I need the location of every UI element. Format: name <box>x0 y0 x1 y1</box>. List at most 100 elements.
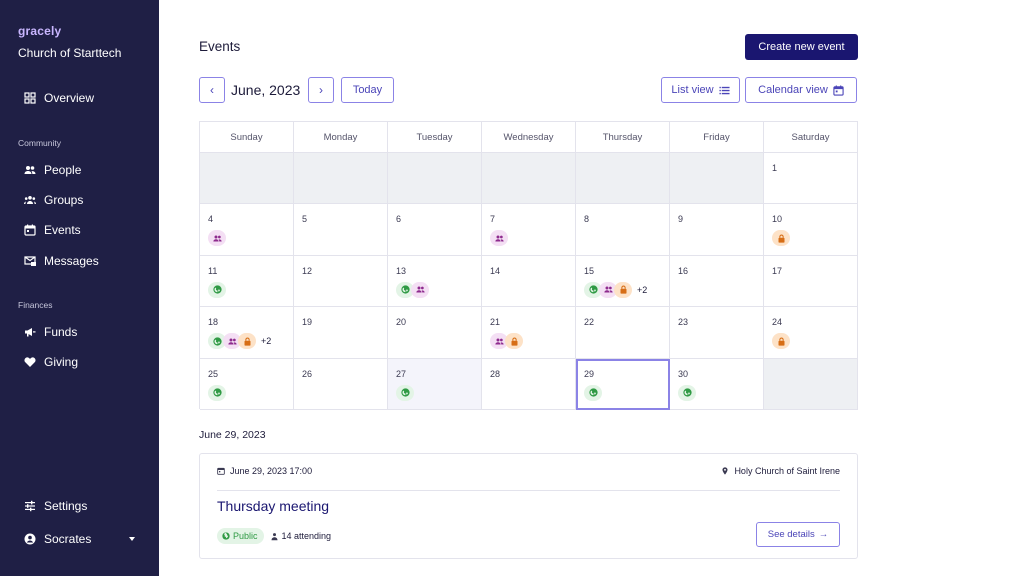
list-view-button[interactable]: List view <box>661 77 740 103</box>
create-event-button[interactable]: Create new event <box>745 34 858 60</box>
calendar-day-cell[interactable]: 9 <box>670 204 764 256</box>
calendar-day-cell[interactable]: 10 <box>764 204 858 256</box>
calendar-day-cell[interactable]: 28 <box>482 358 576 410</box>
sidebar-item-overview[interactable]: Overview <box>24 88 94 108</box>
sidebar-item-settings[interactable]: Settings <box>24 496 87 516</box>
page-title: Events <box>199 39 241 54</box>
sidebar-item-groups[interactable]: Groups <box>24 190 83 210</box>
calendar-day-cell[interactable]: 25 <box>200 358 294 410</box>
day-number: 21 <box>490 317 501 328</box>
group-icon[interactable] <box>490 333 508 350</box>
group-icon[interactable] <box>208 230 226 247</box>
weekday-header: Wednesday <box>482 122 576 153</box>
calendar-day-cell[interactable]: 23 <box>670 307 764 359</box>
day-number: 27 <box>396 368 407 379</box>
calendar-day-cell[interactable]: 7 <box>482 204 576 256</box>
group-icon[interactable] <box>599 281 617 298</box>
globe-icon[interactable] <box>396 281 414 298</box>
globe-icon[interactable] <box>208 281 226 298</box>
day-number: 4 <box>208 214 214 225</box>
calendar-day-cell[interactable]: 20 <box>388 307 482 359</box>
weekday-header: Saturday <box>764 122 858 153</box>
day-number: 10 <box>772 214 783 225</box>
calendar-view-label: Calendar view <box>758 84 828 96</box>
globe-icon[interactable] <box>396 384 414 401</box>
heart-icon <box>24 356 36 368</box>
group-icon[interactable] <box>411 281 429 298</box>
sidebar-item-label: Groups <box>44 193 84 207</box>
lock-icon[interactable] <box>614 281 632 298</box>
brand-logo-text[interactable]: gracely <box>18 24 62 38</box>
today-label: Today <box>352 84 383 96</box>
messages-icon <box>24 255 36 267</box>
globe-icon[interactable] <box>584 281 602 298</box>
calendar-view-button[interactable]: Calendar view <box>745 77 857 103</box>
today-button[interactable]: Today <box>341 77 394 103</box>
arrow-right-icon: → <box>818 529 829 540</box>
calendar-day-cell[interactable]: 19 <box>294 307 388 359</box>
calendar-day-cell[interactable]: 29 <box>576 358 670 410</box>
weekday-header: Sunday <box>200 122 294 153</box>
sidebar-item-people[interactable]: People <box>24 160 81 180</box>
calendar-day-cell[interactable]: 16 <box>670 255 764 308</box>
calendar-day-cell[interactable]: 21 <box>482 307 576 359</box>
calendar-day-cell[interactable]: 17 <box>764 255 858 308</box>
calendar-day-cell[interactable]: 13 <box>388 255 482 308</box>
visibility-label: Public <box>233 531 258 541</box>
day-number: 11 <box>208 265 218 276</box>
event-location-text: Holy Church of Saint Irene <box>734 466 840 476</box>
more-events-count[interactable]: +2 <box>637 284 648 295</box>
lock-icon[interactable] <box>238 333 256 350</box>
calendar-day-cell[interactable]: 15 +2 <box>576 255 670 308</box>
grid-icon <box>24 92 36 104</box>
day-number: 13 <box>396 265 407 276</box>
group-icon[interactable] <box>490 230 508 247</box>
lock-icon[interactable] <box>505 333 523 350</box>
lock-icon[interactable] <box>772 230 790 247</box>
event-chips <box>772 333 793 350</box>
calendar-day-cell[interactable]: 30 <box>670 358 764 410</box>
sidebar-item-events[interactable]: Events <box>24 220 81 240</box>
lock-icon[interactable] <box>772 333 790 350</box>
day-number: 17 <box>772 265 783 276</box>
group-icon[interactable] <box>223 333 241 350</box>
calendar-day-cell[interactable]: 18 +2 <box>200 307 294 359</box>
event-title[interactable]: Thursday meeting <box>217 498 330 514</box>
day-number: 28 <box>490 368 501 379</box>
calendar-day-cell[interactable]: 11 <box>200 255 294 308</box>
calendar-day-cell[interactable]: 1 <box>764 153 858 205</box>
calendar-day-cell[interactable]: 4 <box>200 204 294 256</box>
calendar-day-cell[interactable]: 5 <box>294 204 388 256</box>
globe-icon[interactable] <box>584 384 602 401</box>
calendar-day-cell[interactable]: 26 <box>294 358 388 410</box>
sidebar-item-label: Settings <box>44 499 88 513</box>
day-number: 22 <box>584 317 595 328</box>
globe-icon[interactable] <box>678 384 696 401</box>
more-events-count[interactable]: +2 <box>261 336 272 347</box>
calendar-cell-empty <box>482 153 576 205</box>
sidebar-item-funds[interactable]: Funds <box>24 322 77 342</box>
calendar-day-cell[interactable]: 22 <box>576 307 670 359</box>
next-month-button[interactable]: › <box>308 77 334 103</box>
calendar-day-cell[interactable]: 8 <box>576 204 670 256</box>
globe-icon[interactable] <box>208 384 226 401</box>
sidebar-item-label: People <box>44 163 82 177</box>
sidebar-item-giving[interactable]: Giving <box>24 352 78 372</box>
section-label-finances: Finances <box>18 300 53 310</box>
calendar-day-cell[interactable]: 24 <box>764 307 858 359</box>
see-details-button[interactable]: See details → <box>756 522 840 547</box>
calendar-day-cell[interactable]: 14 <box>482 255 576 308</box>
sidebar-item-messages[interactable]: Messages <box>24 251 99 271</box>
chevron-left-icon: ‹ <box>210 83 214 97</box>
calendar-icon <box>24 224 36 236</box>
globe-icon[interactable] <box>208 333 226 350</box>
calendar-day-cell[interactable]: 12 <box>294 255 388 308</box>
attending-label: 14 attending <box>281 531 332 541</box>
calendar-day-cell[interactable]: 27 <box>388 358 482 410</box>
calendar-day-cell[interactable]: 6 <box>388 204 482 256</box>
day-number: 26 <box>302 368 313 379</box>
prev-month-button[interactable]: ‹ <box>199 77 225 103</box>
event-chips <box>678 384 699 401</box>
event-chips <box>490 230 511 247</box>
user-menu[interactable]: Socrates <box>24 529 136 549</box>
